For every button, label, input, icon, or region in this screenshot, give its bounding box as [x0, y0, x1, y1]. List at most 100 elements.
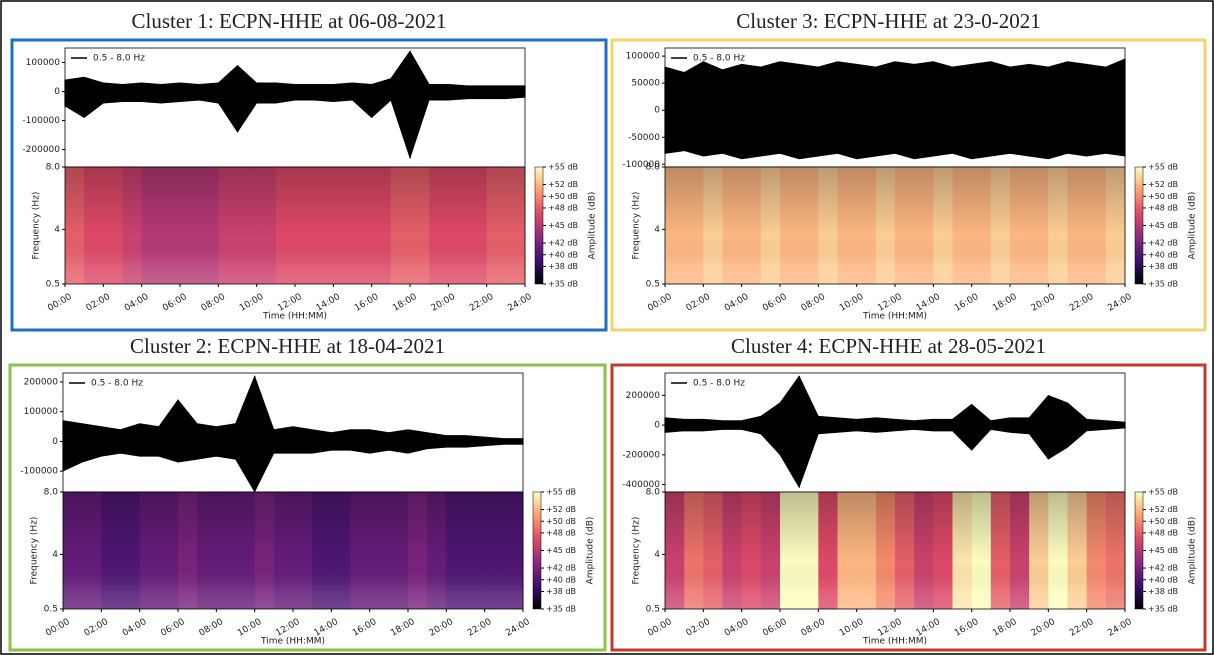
colorbar-tick-label: +52 dB [1148, 505, 1178, 514]
y-tick-label: 4 [52, 550, 58, 560]
x-tick-label: 10:00 [238, 292, 266, 314]
colorbar-label: Amplitude (dB) [586, 517, 596, 585]
y-axis-label: Frequency (Hz) [632, 192, 642, 260]
x-tick-label: 08:00 [800, 292, 828, 314]
panel-title: Cluster 2: ECPN-HHE at 18-04-2021 [130, 334, 445, 358]
y-tick-label: 0.5 [646, 280, 660, 290]
colorbar-tick-label: +38 dB [1148, 262, 1178, 271]
colorbar-tick-label: +45 dB [548, 221, 578, 230]
legend-label: 0.5 - 8.0 Hz [93, 54, 145, 64]
y-axis-label: Frequency (Hz) [30, 517, 40, 585]
y-axis-label: Frequency (Hz) [32, 192, 42, 260]
x-tick-label: 24:00 [1106, 617, 1134, 639]
x-tick-label: 16:00 [353, 292, 381, 314]
colorbar-tick-label: +35 dB [1148, 280, 1178, 289]
colorbar-tick-label: +40 dB [546, 575, 576, 584]
x-tick-label: 04:00 [723, 617, 751, 639]
x-tick-label: 06:00 [761, 617, 789, 639]
x-tick-label: 22:00 [466, 617, 494, 639]
x-tick-label: 20:00 [430, 292, 458, 314]
legend-label: 0.5 - 8.0 Hz [693, 54, 745, 64]
colorbar-tick-label: +40 dB [1148, 575, 1178, 584]
x-tick-label: 08:00 [800, 617, 828, 639]
y-tick-label: -200000 [622, 450, 660, 460]
x-tick-label: 02:00 [685, 292, 713, 314]
colorbar-tick-label: +42 dB [1148, 564, 1178, 573]
y-tick-label: 200000 [24, 377, 59, 387]
legend-label: 0.5 - 8.0 Hz [693, 379, 745, 389]
colorbar-tick-label: +35 dB [548, 280, 578, 289]
x-tick-label: 18:00 [391, 292, 419, 314]
x-axis-label: Time (HH:MM) [260, 637, 325, 647]
colorbar-tick-label: +45 dB [546, 546, 576, 555]
x-tick-label: 08:00 [198, 617, 226, 639]
y-tick-label: 100000 [626, 52, 661, 62]
colorbar-tick-label: +35 dB [546, 605, 576, 614]
colorbar-tick-label: +55 dB [546, 488, 576, 497]
y-tick-label: 0 [52, 437, 58, 447]
colorbar-tick-label: +42 dB [546, 564, 576, 573]
colorbar [1134, 491, 1144, 610]
x-tick-label: 24:00 [506, 292, 534, 314]
x-tick-label: 02:00 [83, 617, 111, 639]
colorbar [532, 491, 542, 610]
y-tick-label: -50000 [628, 133, 660, 143]
colorbar-tick-label: +38 dB [1148, 587, 1178, 596]
x-tick-label: 24:00 [504, 617, 532, 639]
x-tick-label: 12:00 [876, 617, 904, 639]
x-tick-label: 12:00 [876, 292, 904, 314]
waveform-axes [64, 47, 526, 168]
x-tick-label: 00:00 [646, 292, 674, 314]
x-tick-label: 10:00 [838, 617, 866, 639]
x-tick-label: 12:00 [274, 617, 302, 639]
y-tick-label: 200000 [626, 391, 661, 401]
x-tick-label: 14:00 [313, 617, 341, 639]
spectrogram-shade [63, 492, 523, 609]
x-tick-label: 18:00 [389, 617, 417, 639]
x-tick-label: 16:00 [953, 292, 981, 314]
x-tick-label: 10:00 [838, 292, 866, 314]
colorbar-tick-label: +40 dB [548, 250, 578, 259]
colorbar-tick-label: +52 dB [548, 180, 578, 189]
y-tick-label: 50000 [631, 79, 660, 89]
spectrogram-shade [665, 167, 1125, 284]
x-tick-label: 06:00 [761, 292, 789, 314]
x-tick-label: 04:00 [123, 292, 151, 314]
x-tick-label: 18:00 [991, 617, 1019, 639]
colorbar-tick-label: +48 dB [546, 528, 576, 537]
colorbar-label: Amplitude (dB) [588, 192, 598, 260]
x-tick-label: 06:00 [161, 292, 189, 314]
panel-title: Cluster 3: ECPN-HHE at 23-0-2021 [736, 9, 1040, 33]
colorbar-tick-label: +48 dB [548, 203, 578, 212]
x-tick-label: 00:00 [44, 617, 72, 639]
colorbar-tick-label: +42 dB [548, 239, 578, 248]
x-tick-label: 22:00 [468, 292, 496, 314]
x-tick-label: 20:00 [1030, 292, 1058, 314]
colorbar-tick-label: +55 dB [1148, 488, 1178, 497]
y-tick-label: -400000 [622, 480, 660, 490]
colorbar-tick-label: +45 dB [1148, 546, 1178, 555]
x-tick-label: 00:00 [46, 292, 74, 314]
colorbar-tick-label: +38 dB [548, 262, 578, 271]
y-tick-label: 100000 [24, 407, 59, 417]
x-tick-label: 14:00 [315, 292, 343, 314]
y-tick-label: 0 [654, 421, 660, 431]
y-tick-label: 8.0 [46, 163, 61, 173]
spectrogram-shade [665, 492, 1125, 609]
colorbar-tick-label: +40 dB [1148, 250, 1178, 259]
x-tick-label: 10:00 [236, 617, 264, 639]
x-tick-label: 08:00 [200, 292, 228, 314]
y-tick-label: 4 [54, 225, 60, 235]
colorbar-tick-label: +50 dB [1148, 517, 1178, 526]
panel-frame [10, 38, 608, 332]
x-tick-label: 12:00 [276, 292, 304, 314]
x-tick-label: 16:00 [351, 617, 379, 639]
colorbar-tick-label: +35 dB [1148, 605, 1178, 614]
x-tick-label: 04:00 [121, 617, 149, 639]
colorbar-tick-label: +48 dB [1148, 528, 1178, 537]
panel-title: Cluster 4: ECPN-HHE at 28-05-2021 [731, 334, 1046, 358]
panel-frame [610, 363, 1207, 652]
x-tick-label: 02:00 [685, 617, 713, 639]
